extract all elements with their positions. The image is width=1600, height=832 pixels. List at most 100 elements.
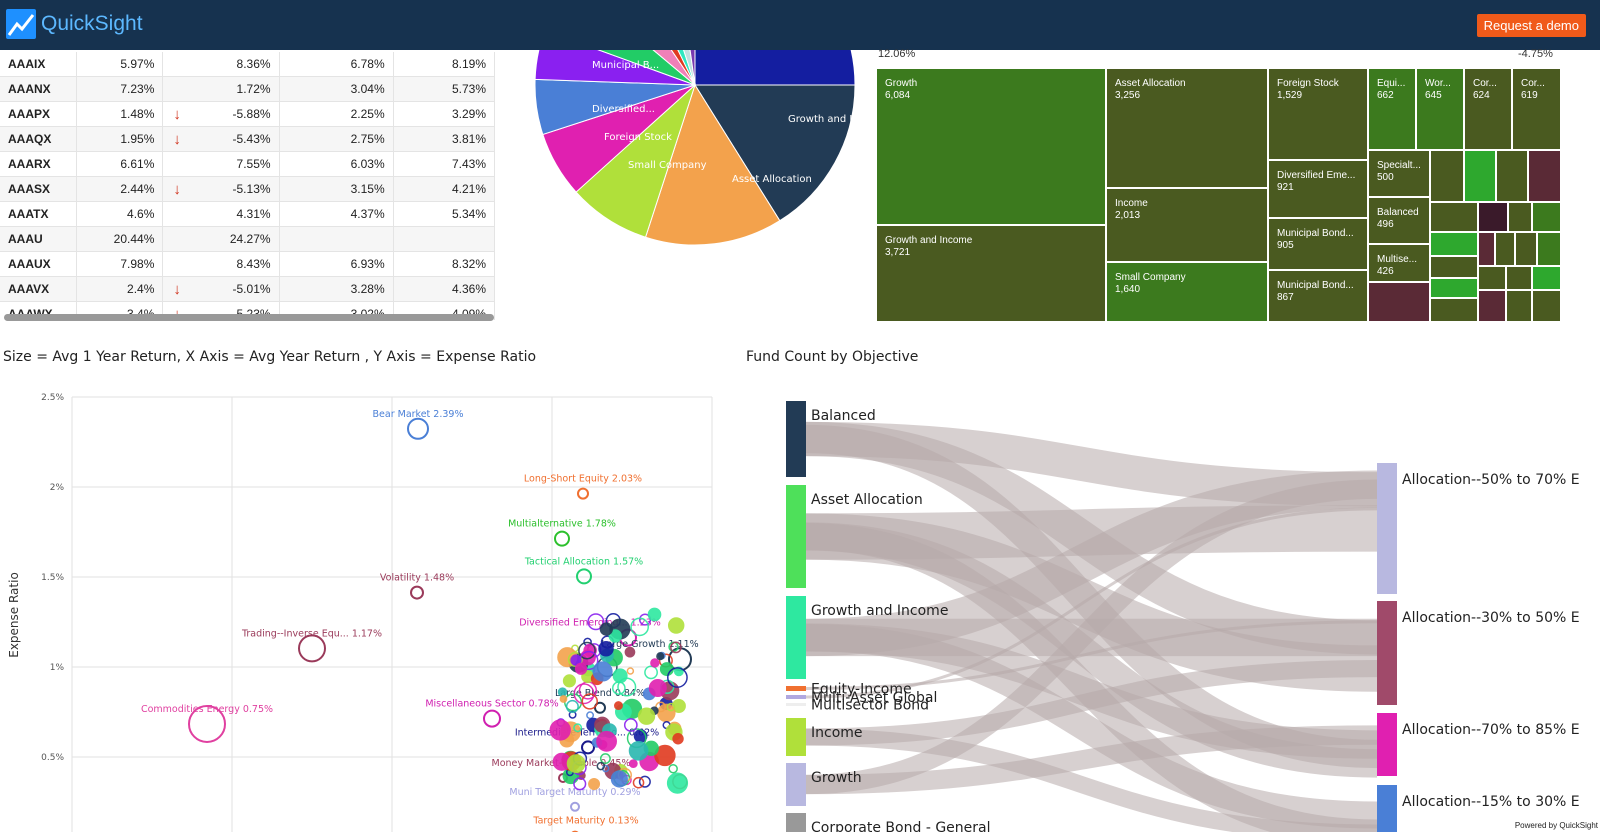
- treemap-cell[interactable]: Equi... 662: [1369, 69, 1415, 149]
- treemap-cell-value: 1,529: [1277, 90, 1303, 101]
- treemap-cell[interactable]: [1538, 233, 1560, 265]
- sankey-source-node[interactable]: [786, 401, 806, 477]
- return-4-cell: 4.21%: [393, 176, 495, 202]
- pie-slice[interactable]: [534, 50, 696, 86]
- return-4-cell: [393, 226, 495, 252]
- treemap-cell[interactable]: [1431, 151, 1463, 201]
- treemap-cell[interactable]: Growth and Income 3,721: [877, 226, 1105, 321]
- sankey-source-node[interactable]: [786, 718, 806, 756]
- table-horizontal-scrollbar[interactable]: [4, 314, 494, 321]
- treemap-cell[interactable]: [1509, 203, 1531, 231]
- treemap-cell[interactable]: [1431, 203, 1477, 231]
- treemap-cell[interactable]: [1479, 291, 1505, 321]
- sankey-target-node[interactable]: [1377, 785, 1397, 832]
- treemap-cell[interactable]: Growth 6,084: [877, 69, 1105, 224]
- pie-slice[interactable]: [644, 83, 781, 246]
- pie-slice[interactable]: [625, 50, 696, 86]
- treemap-cell[interactable]: [1516, 233, 1536, 265]
- treemap-cell[interactable]: Multise... 426: [1369, 245, 1429, 281]
- treemap-cell[interactable]: Income 2,013: [1107, 189, 1267, 261]
- request-demo-button[interactable]: Request a demo: [1476, 14, 1586, 37]
- quicksight-logo[interactable]: QuickSight: [6, 9, 143, 39]
- data-point: [573, 683, 595, 705]
- sankey-source-node[interactable]: [786, 813, 806, 832]
- pie-slice[interactable]: [646, 50, 696, 86]
- sankey-source-node[interactable]: [786, 596, 806, 679]
- treemap-cell[interactable]: Municipal Bond... 867: [1269, 271, 1367, 321]
- return-1-cell: 7.98%: [76, 251, 164, 277]
- treemap-cell[interactable]: [1431, 257, 1477, 277]
- treemap-cell[interactable]: [1479, 267, 1505, 289]
- return-1-cell: 7.23%: [76, 76, 164, 102]
- treemap-cell[interactable]: [1431, 299, 1477, 321]
- table-row[interactable]: AAAPX 1.48% -5.88% ↓ 2.25% 3.29%: [0, 101, 495, 127]
- treemap-cell[interactable]: [1431, 233, 1477, 255]
- sankey-target-node[interactable]: [1377, 463, 1397, 594]
- treemap-cell[interactable]: Small Company 1,640: [1107, 263, 1267, 321]
- treemap-cell[interactable]: [1465, 151, 1495, 201]
- sankey-source-node[interactable]: [786, 763, 806, 806]
- treemap-cell[interactable]: Municipal Bond... 905: [1269, 219, 1367, 269]
- sankey-flow[interactable]: [805, 424, 1378, 769]
- treemap-cell[interactable]: Wor... 645: [1417, 69, 1463, 149]
- table-row[interactable]: AAAUX 7.98% 8.43% 6.93% 8.32%: [0, 251, 495, 277]
- treemap-cell[interactable]: Foreign Stock 1,529: [1269, 69, 1367, 159]
- pie-slice[interactable]: [606, 50, 696, 86]
- table-row[interactable]: AAAVX 2.4% -5.01% ↓ 3.28% 4.36%: [0, 276, 495, 302]
- treemap-cell-value: 905: [1277, 240, 1294, 251]
- table-row[interactable]: AAASX 2.44% -5.13% ↓ 3.15% 4.21%: [0, 176, 495, 202]
- treemap-cell[interactable]: [1507, 267, 1531, 289]
- treemap-cell[interactable]: [1533, 291, 1560, 321]
- data-point: [410, 585, 424, 600]
- data-point: [666, 702, 676, 712]
- sankey-source-node[interactable]: [786, 485, 806, 588]
- data-point: [668, 763, 678, 774]
- treemap-cell[interactable]: [1533, 267, 1560, 289]
- treemap-cell[interactable]: [1533, 203, 1560, 231]
- treemap-cell[interactable]: [1497, 151, 1527, 201]
- table-row[interactable]: AAAIX 5.97% 8.36% 6.78% 8.19%: [0, 52, 495, 77]
- treemap-cell[interactable]: Cor... 624: [1465, 69, 1511, 149]
- treemap-cell[interactable]: Specialt... 500: [1369, 151, 1429, 196]
- treemap-cell[interactable]: [1479, 233, 1494, 265]
- sankey-source-node[interactable]: [786, 695, 806, 699]
- treemap-cell[interactable]: [1479, 203, 1507, 231]
- data-point: [614, 701, 623, 711]
- sankey-source-node[interactable]: [786, 703, 806, 706]
- treemap-cell[interactable]: [1507, 291, 1531, 321]
- pie-label: Small Company: [628, 160, 707, 171]
- sankey-flow[interactable]: [805, 620, 1378, 690]
- treemap-cell[interactable]: [1431, 279, 1477, 297]
- sankey-flow[interactable]: [805, 507, 1378, 699]
- treemap-cell[interactable]: [1529, 151, 1560, 201]
- sankey-target-node[interactable]: [1377, 601, 1397, 705]
- treemap-cell[interactable]: [1496, 233, 1514, 265]
- pie-slice[interactable]: [673, 50, 696, 86]
- return-2-cell: 7.55%: [162, 151, 280, 177]
- treemap-cell[interactable]: Diversified Eme... 921: [1269, 161, 1367, 217]
- return-4-cell: 5.73%: [393, 76, 495, 102]
- sankey-flow[interactable]: [805, 479, 1378, 795]
- return-4-cell: 4.36%: [393, 276, 495, 302]
- sankey-flow[interactable]: [805, 523, 1378, 832]
- treemap-cell[interactable]: [1369, 283, 1429, 321]
- sankey-target-node[interactable]: [1377, 713, 1397, 776]
- pie-slice[interactable]: [694, 50, 856, 86]
- treemap-cell[interactable]: Balanced 496: [1369, 198, 1429, 243]
- table-row[interactable]: AAARX 6.61% 7.55% 6.03% 7.43%: [0, 151, 495, 177]
- table-row[interactable]: AAAU 20.44% 24.27%: [0, 226, 495, 252]
- y-tick-label: 1.5%: [41, 573, 64, 583]
- treemap-cell[interactable]: Cor... 619: [1513, 69, 1560, 149]
- treemap-cell-name: Income: [1115, 198, 1148, 209]
- pie-slice[interactable]: [694, 84, 856, 222]
- sankey-source-label: Balanced: [811, 408, 876, 424]
- treemap-cell[interactable]: Asset Allocation 3,256: [1107, 69, 1267, 187]
- data-point: [592, 661, 613, 682]
- sankey-source-node[interactable]: [786, 686, 806, 691]
- pie-slice[interactable]: [572, 50, 696, 86]
- table-row[interactable]: AAANX 7.23% 1.72% 3.04% 5.73%: [0, 76, 495, 102]
- table-row[interactable]: AAATX 4.6% 4.31% 4.37% 5.34%: [0, 201, 495, 227]
- table-row[interactable]: AAAQX 1.95% -5.43% ↓ 2.75% 3.81%: [0, 126, 495, 152]
- return-4-cell: 8.19%: [393, 52, 495, 77]
- pie-slice[interactable]: [545, 50, 696, 86]
